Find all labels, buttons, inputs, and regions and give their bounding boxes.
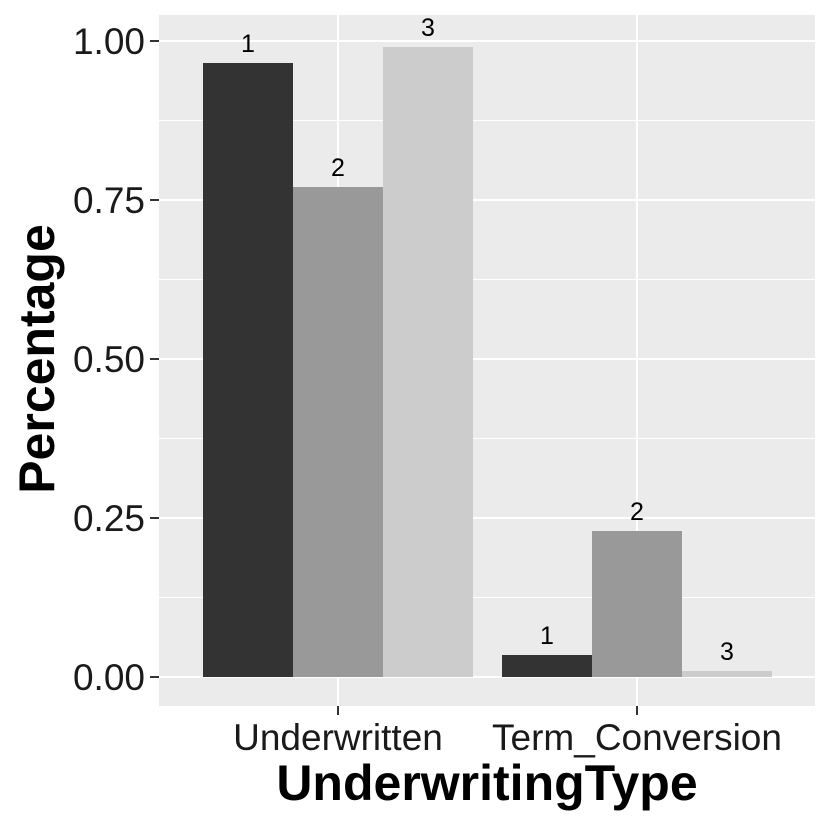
y-axis-tick-label: 0.50 (72, 338, 145, 380)
bar (502, 654, 592, 677)
gridline-major-h (159, 675, 815, 679)
y-axis-tick-mark (150, 516, 159, 520)
x-axis-tick-label: Underwritten (233, 717, 443, 758)
y-axis-title: Percentage (9, 224, 65, 494)
y-axis-tick-mark (150, 675, 159, 679)
y-axis-tick-mark (150, 39, 159, 43)
bar-value-label: 1 (540, 621, 554, 650)
gridline-major-v (635, 15, 639, 706)
x-axis-tick-label: Term_Conversion (492, 717, 782, 758)
gridline-minor-h (159, 437, 815, 440)
bar (592, 530, 682, 677)
x-axis-tick-mark (336, 706, 340, 715)
bar (682, 670, 772, 677)
y-axis-tick-mark (150, 198, 159, 202)
bar-value-label: 1 (241, 30, 255, 59)
y-axis-tick-label: 0.75 (72, 179, 145, 221)
gridline-minor-h (159, 119, 815, 122)
y-axis-tick-mark (150, 357, 159, 361)
bar (203, 63, 293, 677)
bar (293, 187, 383, 677)
gridline-major-h (159, 198, 815, 202)
bar-value-label: 3 (720, 637, 734, 666)
gridline-major-h (159, 516, 815, 520)
bar (383, 47, 473, 677)
bar-value-label: 2 (331, 154, 345, 183)
bar-value-label: 3 (421, 14, 435, 43)
plot-panel: 1 2 3 1 2 3 (159, 15, 815, 706)
y-axis-tick-label: 0.00 (72, 656, 145, 698)
gridline-major-h (159, 39, 815, 43)
x-axis-title: UnderwritingType (276, 755, 698, 811)
bar-value-label: 2 (630, 497, 644, 526)
gridline-minor-h (159, 596, 815, 599)
y-axis-tick-label: 1.00 (72, 20, 145, 62)
gridline-major-h (159, 357, 815, 361)
gridline-minor-h (159, 278, 815, 281)
x-axis-tick-mark (635, 706, 639, 715)
y-axis-tick-label: 0.25 (72, 497, 145, 539)
